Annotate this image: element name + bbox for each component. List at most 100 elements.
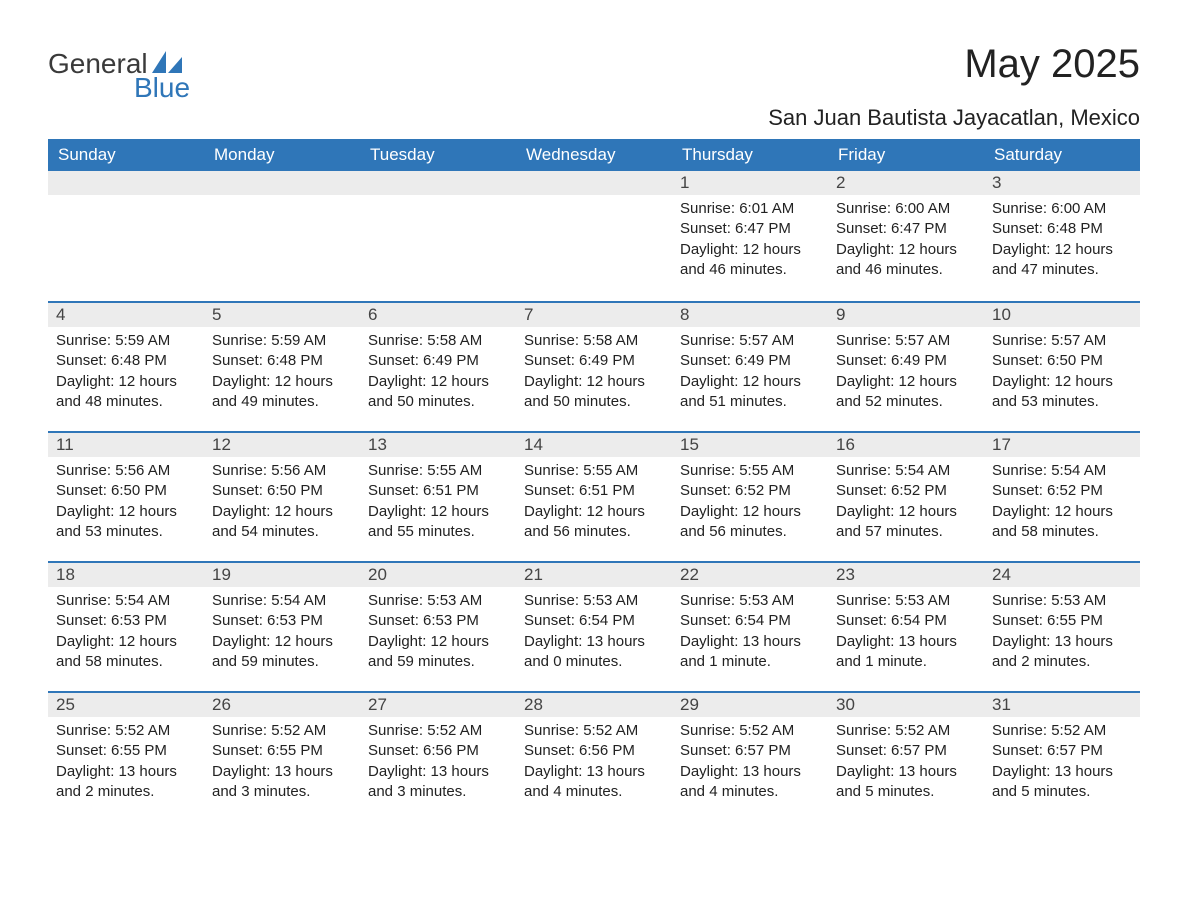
day-line: Sunrise: 5:54 AM bbox=[212, 591, 352, 611]
day-line: and 5 minutes. bbox=[836, 782, 976, 802]
day-line: Sunset: 6:54 PM bbox=[524, 611, 664, 631]
day-number: 4 bbox=[48, 303, 204, 327]
day-cell: 19 Sunrise: 5:54 AMSunset: 6:53 PMDayligh… bbox=[204, 563, 360, 691]
day-line: Sunset: 6:52 PM bbox=[992, 481, 1132, 501]
day-line: and 53 minutes. bbox=[56, 522, 196, 542]
day-number: 1 bbox=[672, 171, 828, 195]
day-content: Sunrise: 5:54 AMSunset: 6:52 PMDaylight:… bbox=[828, 457, 984, 550]
day-line: Sunset: 6:50 PM bbox=[56, 481, 196, 501]
weeks-container: 1Sunrise: 6:01 AMSunset: 6:47 PMDaylight… bbox=[48, 171, 1140, 821]
day-line: and 49 minutes. bbox=[212, 392, 352, 412]
weekday-header: Friday bbox=[828, 139, 984, 171]
day-number: 30 bbox=[828, 693, 984, 717]
day-content: Sunrise: 5:55 AMSunset: 6:51 PMDaylight:… bbox=[360, 457, 516, 550]
day-line: Daylight: 12 hours bbox=[212, 502, 352, 522]
day-number: 9 bbox=[828, 303, 984, 327]
day-number: 5 bbox=[204, 303, 360, 327]
weekday-header: Wednesday bbox=[516, 139, 672, 171]
day-number bbox=[516, 171, 672, 195]
day-line: Daylight: 12 hours bbox=[212, 372, 352, 392]
day-line: Daylight: 12 hours bbox=[992, 502, 1132, 522]
day-cell bbox=[360, 171, 516, 301]
day-line: Sunrise: 5:55 AM bbox=[680, 461, 820, 481]
day-line: Sunrise: 5:53 AM bbox=[368, 591, 508, 611]
day-line: Sunset: 6:57 PM bbox=[680, 741, 820, 761]
day-cell: 16Sunrise: 5:54 AMSunset: 6:52 PMDayligh… bbox=[828, 433, 984, 561]
day-cell bbox=[204, 171, 360, 301]
day-cell: 30Sunrise: 5:52 AMSunset: 6:57 PMDayligh… bbox=[828, 693, 984, 821]
day-line: Sunrise: 5:52 AM bbox=[56, 721, 196, 741]
day-line: Daylight: 12 hours bbox=[836, 240, 976, 260]
day-line: Sunrise: 5:55 AM bbox=[368, 461, 508, 481]
day-number: 26 bbox=[204, 693, 360, 717]
day-line: and 59 minutes. bbox=[212, 652, 352, 672]
day-line: Daylight: 13 hours bbox=[524, 762, 664, 782]
day-cell: 15Sunrise: 5:55 AMSunset: 6:52 PMDayligh… bbox=[672, 433, 828, 561]
day-line: Daylight: 13 hours bbox=[680, 632, 820, 652]
day-content: Sunrise: 5:52 AMSunset: 6:55 PMDaylight:… bbox=[48, 717, 204, 810]
day-line: and 58 minutes. bbox=[992, 522, 1132, 542]
day-line: Sunrise: 5:58 AM bbox=[524, 331, 664, 351]
day-line: and 58 minutes. bbox=[56, 652, 196, 672]
day-cell: 18Sunrise: 5:54 AMSunset: 6:53 PMDayligh… bbox=[48, 563, 204, 691]
day-line: Sunset: 6:51 PM bbox=[524, 481, 664, 501]
day-line: Sunset: 6:53 PM bbox=[212, 611, 352, 631]
day-cell: 23Sunrise: 5:53 AMSunset: 6:54 PMDayligh… bbox=[828, 563, 984, 691]
day-line: Daylight: 12 hours bbox=[680, 502, 820, 522]
week-row: 4Sunrise: 5:59 AMSunset: 6:48 PMDaylight… bbox=[48, 301, 1140, 431]
day-number: 25 bbox=[48, 693, 204, 717]
day-cell: 12Sunrise: 5:56 AMSunset: 6:50 PMDayligh… bbox=[204, 433, 360, 561]
day-content: Sunrise: 5:57 AMSunset: 6:49 PMDaylight:… bbox=[828, 327, 984, 420]
day-line: Daylight: 13 hours bbox=[212, 762, 352, 782]
day-line: Sunrise: 5:52 AM bbox=[524, 721, 664, 741]
day-line: and 50 minutes. bbox=[368, 392, 508, 412]
header: General Blue May 2025 San Juan Bautista … bbox=[48, 20, 1140, 131]
day-cell: 27Sunrise: 5:52 AMSunset: 6:56 PMDayligh… bbox=[360, 693, 516, 821]
day-number: 24 bbox=[984, 563, 1140, 587]
day-line: Daylight: 13 hours bbox=[680, 762, 820, 782]
day-number: 27 bbox=[360, 693, 516, 717]
day-number: 13 bbox=[360, 433, 516, 457]
day-content: Sunrise: 5:53 AMSunset: 6:54 PMDaylight:… bbox=[516, 587, 672, 680]
day-line: Daylight: 13 hours bbox=[368, 762, 508, 782]
day-line: and 1 minute. bbox=[680, 652, 820, 672]
day-number bbox=[204, 171, 360, 195]
day-content: Sunrise: 5:52 AMSunset: 6:57 PMDaylight:… bbox=[672, 717, 828, 810]
day-line: Sunrise: 5:57 AM bbox=[836, 331, 976, 351]
day-line: Daylight: 12 hours bbox=[836, 372, 976, 392]
sail-icon bbox=[152, 51, 182, 73]
day-line: Daylight: 12 hours bbox=[680, 372, 820, 392]
day-content: Sunrise: 5:52 AMSunset: 6:56 PMDaylight:… bbox=[360, 717, 516, 810]
day-number: 18 bbox=[48, 563, 204, 587]
day-cell: 1Sunrise: 6:01 AMSunset: 6:47 PMDaylight… bbox=[672, 171, 828, 301]
day-cell bbox=[516, 171, 672, 301]
day-cell: 22Sunrise: 5:53 AMSunset: 6:54 PMDayligh… bbox=[672, 563, 828, 691]
day-content: Sunrise: 5:52 AMSunset: 6:57 PMDaylight:… bbox=[828, 717, 984, 810]
day-cell: 25Sunrise: 5:52 AMSunset: 6:55 PMDayligh… bbox=[48, 693, 204, 821]
weekday-header: Thursday bbox=[672, 139, 828, 171]
day-line: Sunrise: 5:53 AM bbox=[680, 591, 820, 611]
day-content: Sunrise: 5:52 AMSunset: 6:55 PMDaylight:… bbox=[204, 717, 360, 810]
day-line: Sunset: 6:53 PM bbox=[56, 611, 196, 631]
day-line: Sunset: 6:50 PM bbox=[992, 351, 1132, 371]
day-number: 21 bbox=[516, 563, 672, 587]
day-line: Sunset: 6:55 PM bbox=[56, 741, 196, 761]
day-line: and 56 minutes. bbox=[680, 522, 820, 542]
day-cell: 13Sunrise: 5:55 AMSunset: 6:51 PMDayligh… bbox=[360, 433, 516, 561]
day-number: 2 bbox=[828, 171, 984, 195]
day-number: 16 bbox=[828, 433, 984, 457]
day-line: Sunset: 6:49 PM bbox=[524, 351, 664, 371]
day-content bbox=[516, 195, 672, 207]
day-line: Sunrise: 5:53 AM bbox=[836, 591, 976, 611]
day-line: and 48 minutes. bbox=[56, 392, 196, 412]
weekday-header: Monday bbox=[204, 139, 360, 171]
day-number: 19 bbox=[204, 563, 360, 587]
day-cell: 17Sunrise: 5:54 AMSunset: 6:52 PMDayligh… bbox=[984, 433, 1140, 561]
day-line: Sunrise: 5:54 AM bbox=[56, 591, 196, 611]
day-content bbox=[48, 195, 204, 207]
day-line: Sunrise: 5:53 AM bbox=[524, 591, 664, 611]
day-line: Daylight: 12 hours bbox=[212, 632, 352, 652]
day-number: 31 bbox=[984, 693, 1140, 717]
day-content: Sunrise: 6:00 AMSunset: 6:48 PMDaylight:… bbox=[984, 195, 1140, 288]
day-line: Sunset: 6:49 PM bbox=[836, 351, 976, 371]
